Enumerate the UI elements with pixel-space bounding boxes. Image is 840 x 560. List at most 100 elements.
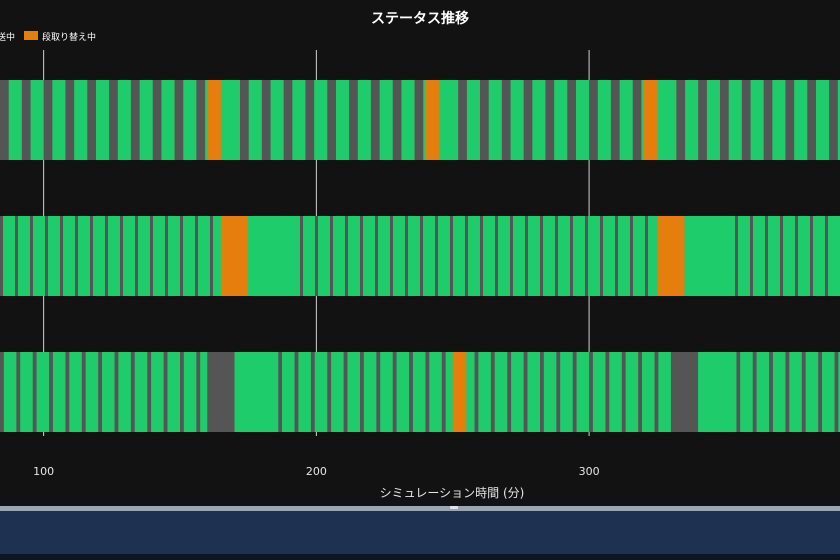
idle-segment (315, 216, 318, 296)
idle-segment (393, 80, 402, 160)
idle-segment (810, 216, 813, 296)
idle-segment (495, 216, 498, 296)
idle-segment (278, 352, 282, 432)
idle-segment (65, 352, 69, 432)
idle-segment (622, 352, 626, 432)
idle-segment (207, 352, 234, 432)
idle-segment (750, 216, 753, 296)
idle-segment (147, 352, 151, 432)
running-segment (248, 216, 289, 296)
idle-segment (764, 80, 773, 160)
x-tick-label: 100 (33, 465, 54, 478)
idle-segment (420, 216, 423, 296)
idle-segment (90, 216, 93, 296)
idle-segment (153, 80, 162, 160)
idle-segment (524, 352, 528, 432)
idle-segment (633, 80, 642, 160)
idle-segment (491, 352, 495, 432)
idle-segment (742, 80, 751, 160)
idle-segment (442, 352, 446, 432)
idle-segment (415, 80, 424, 160)
idle-segment (540, 352, 544, 432)
x-tick-label: 200 (306, 465, 327, 478)
idle-segment (131, 352, 135, 432)
idle-segment (785, 352, 789, 432)
idle-segment (360, 216, 363, 296)
idle-segment (502, 80, 511, 160)
idle-segment (510, 216, 513, 296)
idle-segment (360, 352, 364, 432)
idle-segment (753, 352, 757, 432)
idle-segment (33, 352, 37, 432)
idle-segment (0, 216, 3, 296)
idle-segment (556, 352, 560, 432)
legend-label-transport: 送中 (0, 31, 15, 43)
idle-segment (75, 216, 78, 296)
legend: 送中 段取り替え中 (0, 31, 96, 43)
idle-segment (802, 352, 806, 432)
idle-segment (765, 216, 768, 296)
idle-segment (638, 352, 642, 432)
idle-segment (371, 80, 380, 160)
idle-segment (16, 352, 20, 432)
idle-segment (405, 216, 408, 296)
setup-segment (453, 352, 467, 432)
idle-segment (605, 352, 609, 432)
idle-segment (210, 216, 213, 296)
idle-segment (545, 80, 554, 160)
idle-segment (196, 80, 205, 160)
idle-segment (425, 352, 429, 432)
divider-handle[interactable] (450, 506, 458, 509)
idle-segment (109, 80, 118, 160)
idle-segment (570, 216, 573, 296)
idle-segment (82, 352, 86, 432)
idle-segment (589, 352, 593, 432)
idle-segment (344, 352, 348, 432)
idle-segment (0, 80, 9, 160)
lanes (0, 80, 840, 432)
idle-segment (600, 216, 603, 296)
legend-swatch-setup[interactable] (24, 31, 38, 40)
setup-segment (207, 80, 221, 160)
idle-segment (645, 216, 648, 296)
idle-segment (795, 216, 798, 296)
idle-segment (769, 352, 773, 432)
idle-segment (98, 352, 102, 432)
idle-segment (195, 216, 198, 296)
idle-segment (180, 216, 183, 296)
idle-segment (655, 352, 659, 432)
idle-segment (300, 216, 303, 296)
bottom-strip (0, 554, 840, 560)
chart-svg: ステータス推移 送中 段取り替え中 100 200 300 シミュレーション時間 (… (0, 0, 840, 508)
lane-3 (0, 352, 840, 432)
idle-segment (150, 216, 153, 296)
x-ticks: 100 200 300 (33, 465, 599, 478)
idle-segment (450, 216, 453, 296)
idle-segment (829, 80, 838, 160)
idle-segment (345, 216, 348, 296)
idle-segment (480, 216, 483, 296)
idle-segment (375, 216, 378, 296)
idle-segment (44, 80, 53, 160)
idle-segment (164, 352, 168, 432)
idle-segment (390, 216, 393, 296)
idle-segment (458, 80, 467, 160)
idle-segment (409, 352, 413, 432)
idle-segment (49, 352, 53, 432)
status-timeline-chart: ステータス推移 送中 段取り替え中 100 200 300 シミュレーション時間 (… (0, 0, 840, 508)
setup-segment (425, 80, 439, 160)
idle-segment (780, 216, 783, 296)
idle-segment (585, 216, 588, 296)
idle-segment (611, 80, 620, 160)
idle-segment (305, 80, 314, 160)
idle-segment (30, 216, 33, 296)
idle-segment (349, 80, 358, 160)
idle-segment (45, 216, 48, 296)
idle-segment (330, 216, 333, 296)
idle-segment (311, 352, 315, 432)
idle-segment (676, 80, 685, 160)
idle-segment (295, 352, 299, 432)
idle-segment (240, 80, 249, 160)
idle-segment (589, 80, 598, 160)
bottom-panel (0, 511, 840, 554)
